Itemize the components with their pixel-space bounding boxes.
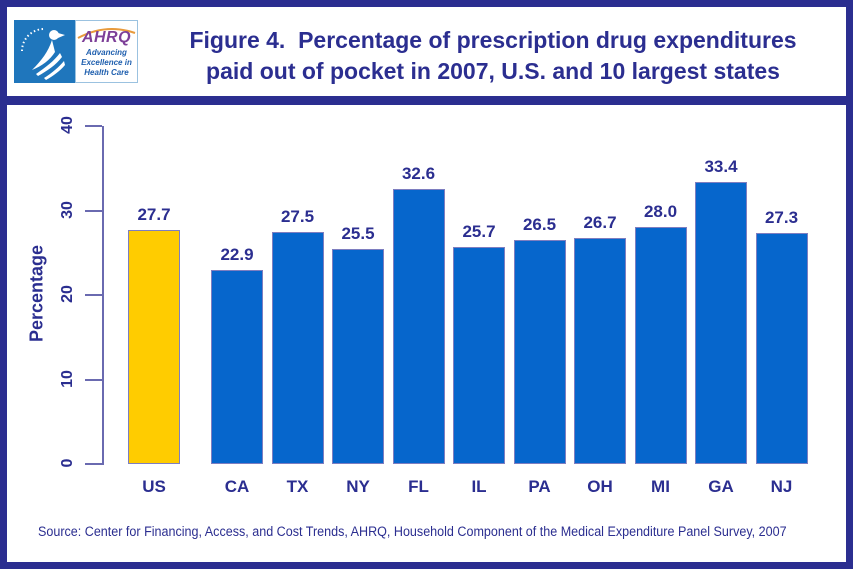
ahrq-tagline: Advancing Excellence in Health Care (76, 48, 137, 78)
bar-value-NY: 25.5 (341, 223, 375, 243)
ahrq-tagline-line3: Health Care (84, 68, 129, 77)
bar-label-PA: PA (528, 477, 551, 496)
bar-label-IL: IL (471, 477, 487, 496)
bar-FL (392, 188, 445, 464)
bar-value-FL: 32.6 (401, 163, 436, 183)
bar-label-GA: GA (708, 477, 734, 496)
y-axis-title: Percentage (26, 244, 47, 343)
y-tick-label-40: 40 (59, 116, 76, 134)
y-tick-0 (85, 463, 102, 465)
bar-GA (695, 181, 747, 464)
bar-label-MI: MI (651, 477, 670, 496)
hhs-eagle-icon (21, 28, 65, 80)
bar-value-OH: 26.7 (583, 213, 617, 233)
y-tick-20 (85, 294, 102, 296)
ahrq-tagline-line2: Excellence in (81, 58, 132, 67)
ahrq-tagline-line1: Advancing (86, 48, 127, 57)
bar-chart: Percentage 0 10 20 30 40 27.7 US 22.9 CA 27.5 TX 25… (0, 105, 853, 562)
bar-value-US: 27.7 (137, 204, 171, 224)
bar-label-US: US (142, 477, 166, 496)
bar-label-CA: CA (224, 477, 250, 496)
y-tick-label-30: 30 (59, 200, 76, 219)
bar-value-PA: 26.5 (522, 215, 557, 235)
bar-NJ (755, 233, 808, 464)
figure-title-line2: paid out of pocket in 2007, U.S. and 10 … (206, 58, 780, 84)
y-axis-line (102, 126, 104, 465)
y-tick-label-10: 10 (59, 369, 76, 388)
bar-value-IL: 25.7 (462, 221, 496, 241)
bar-value-TX: 27.5 (280, 206, 315, 226)
bar-MI (634, 227, 687, 464)
y-tick-30 (85, 209, 102, 212)
bar-NY (332, 248, 384, 464)
bar-CA (211, 270, 263, 464)
bar-value-NJ: 27.3 (764, 208, 799, 228)
bar-label-NJ: NJ (770, 477, 793, 496)
y-tick-label-0: 0 (59, 458, 76, 468)
bar-PA (513, 240, 566, 464)
bar-US (128, 229, 180, 464)
header-divider (0, 96, 853, 105)
figure-title-line1: Figure 4. Percentage of prescription dru… (189, 27, 797, 53)
hhs-logo-panel (14, 20, 75, 83)
bar-label-FL: FL (408, 477, 429, 496)
bar-label-TX: TX (286, 477, 309, 496)
ahrq-acronym: AHRQ (81, 29, 132, 46)
bar-IL (453, 246, 505, 464)
y-tick-10 (85, 378, 102, 381)
source-note: Source: Center for Financing, Access, an… (38, 524, 787, 539)
ahrq-logo-panel: AHRQ Advancing Excellence in Health Care (75, 20, 138, 83)
bar-value-MI: 28.0 (643, 202, 678, 222)
y-tick-40 (85, 125, 102, 127)
ahrq-arc-icon (77, 28, 136, 39)
bar-TX (271, 231, 324, 464)
ahrq-hhs-logo: AHRQ Advancing Excellence in Health Care (14, 20, 138, 83)
bar-label-OH: OH (587, 477, 613, 496)
bar-label-NY: NY (346, 477, 370, 496)
y-tick-label-20: 20 (59, 285, 76, 303)
bar-value-CA: 22.9 (220, 245, 254, 265)
bar-value-GA: 33.4 (704, 156, 738, 176)
bar-OH (574, 238, 626, 464)
figure-title: Figure 4. Percentage of prescription dru… (145, 25, 841, 87)
